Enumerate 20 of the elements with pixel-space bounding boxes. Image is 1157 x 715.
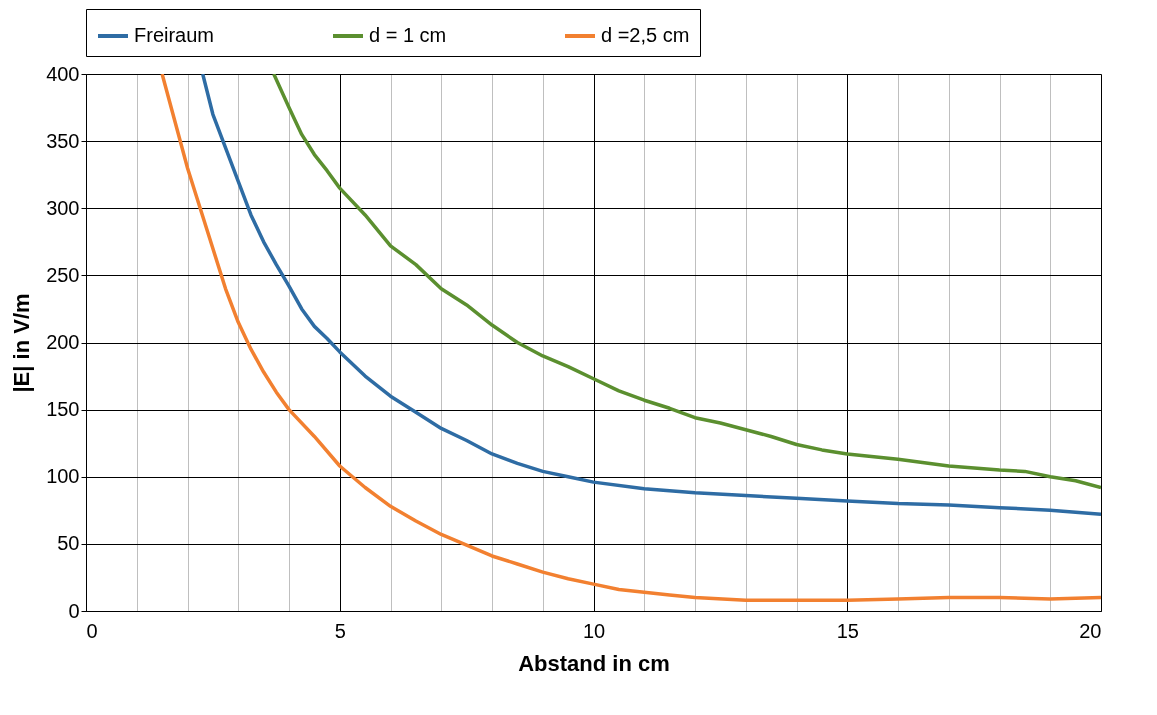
x-tick-label: 20: [1079, 619, 1102, 642]
y-tick-label: 0: [68, 599, 80, 622]
y-axis-title: |E| in V/m: [9, 293, 35, 393]
y-tick-label: 50: [57, 532, 80, 555]
x-tick-label: 0: [86, 619, 98, 642]
y-tick-label: 200: [46, 331, 80, 353]
x-axis-title: Abstand in cm: [518, 650, 670, 676]
y-tick-label: 250: [46, 263, 80, 286]
y-tick-label: 100: [46, 465, 80, 488]
y-tick-label: 350: [46, 129, 80, 152]
y-tick-label: 300: [46, 196, 80, 219]
x-tick-label: 5: [334, 619, 346, 642]
legend-label: Freiraum: [134, 24, 215, 46]
legend-label: d =2,5 cm: [601, 24, 690, 46]
y-tick-label: 400: [46, 62, 80, 85]
x-tick-label: 10: [582, 619, 606, 642]
y-tick-label: 150: [46, 398, 80, 421]
legend-label: d = 1 cm: [369, 24, 447, 46]
x-tick-label: 15: [836, 619, 859, 642]
line-series: [160, 74, 1101, 603]
